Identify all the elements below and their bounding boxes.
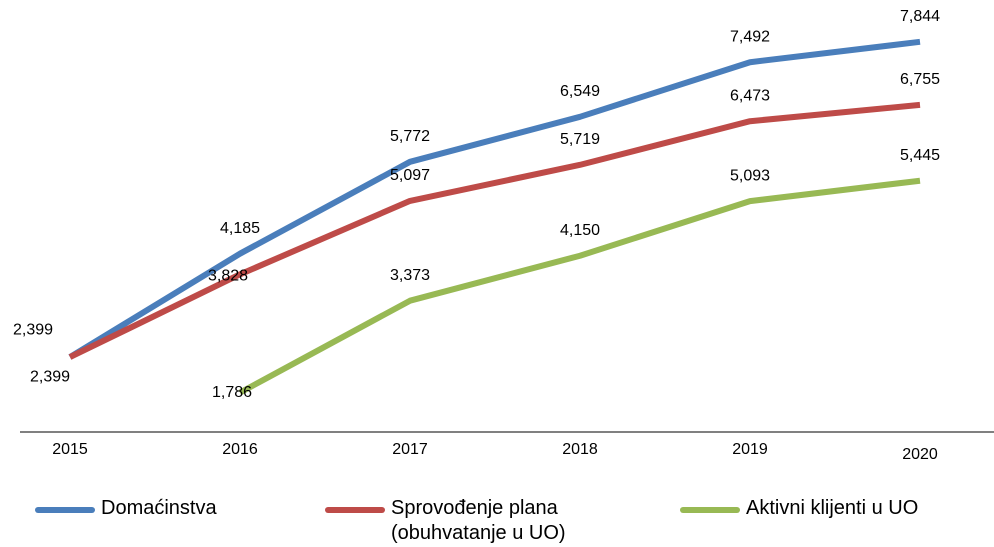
data-label: 6,473 xyxy=(730,87,770,104)
data-label: 5,445 xyxy=(900,147,940,164)
data-label: 5,719 xyxy=(560,131,600,148)
x-tick-label: 2020 xyxy=(902,446,938,463)
legend-swatch xyxy=(35,507,95,513)
legend-swatch xyxy=(325,507,385,513)
data-label: 1,786 xyxy=(212,384,252,401)
x-tick-label: 2015 xyxy=(52,441,88,458)
x-tick-label: 2018 xyxy=(562,441,598,458)
data-label: 6,755 xyxy=(900,71,940,88)
legend-item: Aktivni klijenti u UO xyxy=(680,496,918,521)
data-label: 2,399 xyxy=(13,321,53,338)
x-tick-label: 2019 xyxy=(732,441,768,458)
series-line xyxy=(68,38,921,360)
data-label: 5,093 xyxy=(730,167,770,184)
data-label: 5,097 xyxy=(390,167,430,184)
x-tick-label: 2016 xyxy=(222,441,258,458)
series-line xyxy=(238,177,921,396)
data-label: 7,492 xyxy=(730,28,770,45)
series-line xyxy=(68,101,921,360)
plot-area: 2015 2016 2017 2018 2019 2020 2,399 4,185 5,772 6… xyxy=(13,8,994,463)
data-label: 4,150 xyxy=(560,222,600,239)
data-label: 6,549 xyxy=(560,83,600,100)
legend-label: Aktivni klijenti u UO xyxy=(746,497,919,519)
legend-item: Domaćinstva xyxy=(35,496,217,521)
data-label: 3,828 xyxy=(208,268,248,285)
data-label: 2,399 xyxy=(30,368,70,385)
legend-swatch xyxy=(680,507,740,513)
legend-label: Sprovođenje plana (obuhvatanje u UO) xyxy=(391,497,566,544)
data-label: 7,844 xyxy=(900,8,940,25)
data-label: 4,185 xyxy=(220,220,260,237)
data-label: 5,772 xyxy=(390,128,430,145)
legend-label: Domaćinstva xyxy=(101,497,217,519)
data-label: 3,373 xyxy=(390,267,430,284)
x-tick-label: 2017 xyxy=(392,441,428,458)
legend-item: Sprovođenje plana (obuhvatanje u UO) xyxy=(325,496,606,546)
